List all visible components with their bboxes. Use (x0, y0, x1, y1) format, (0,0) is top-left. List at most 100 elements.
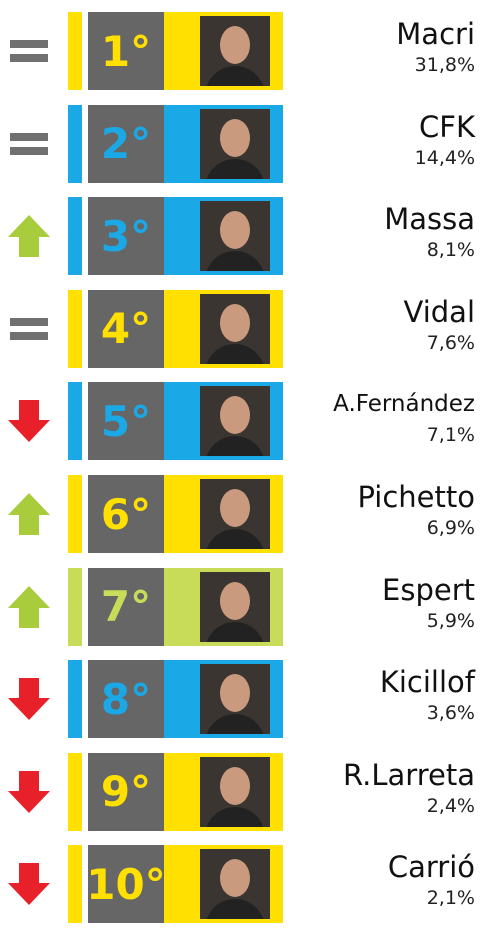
vote-share: 8,1% (283, 237, 475, 263)
candidate-name: Pichetto (283, 479, 475, 515)
vote-share: 2,4% (283, 793, 475, 819)
candidate-name: Vidal (283, 294, 475, 330)
vote-share: 14,4% (283, 145, 475, 171)
photo-body (205, 714, 265, 734)
rank-box: 3° (88, 197, 164, 275)
candidate-name: CFK (283, 109, 475, 145)
photo-face (220, 396, 250, 434)
trend-icon (8, 398, 50, 444)
vote-share: 6,9% (283, 515, 475, 541)
rank-box: 5° (88, 382, 164, 460)
photo (200, 294, 270, 364)
color-stripe (68, 753, 82, 831)
photo-face (220, 119, 250, 157)
vote-share: 31,8% (283, 52, 475, 78)
photo-body (205, 529, 265, 549)
photo-face (220, 211, 250, 249)
trend-icon (8, 121, 50, 167)
photo-face (220, 26, 250, 64)
color-stripe (68, 568, 82, 646)
color-stripe (68, 660, 82, 738)
photo-body (205, 436, 265, 456)
photo-body (205, 622, 265, 642)
photo-face (220, 489, 250, 527)
color-stripe (68, 290, 82, 368)
rank-box: 6° (88, 475, 164, 553)
candidate-name: Espert (283, 572, 475, 608)
candidate-name: Macri (283, 16, 475, 52)
photo-body (205, 159, 265, 179)
photo (200, 664, 270, 734)
photo-face (220, 859, 250, 897)
color-stripe (68, 845, 82, 923)
color-stripe (68, 12, 82, 90)
photo-face (220, 674, 250, 712)
photo (200, 757, 270, 827)
photo (200, 572, 270, 642)
photo (200, 16, 270, 86)
photo (200, 386, 270, 456)
photo-body (205, 899, 265, 919)
trend-icon (8, 584, 50, 630)
photo-body (205, 344, 265, 364)
photo (200, 849, 270, 919)
candidate-name: R.Larreta (283, 757, 475, 793)
vote-share: 7,1% (283, 422, 475, 448)
photo-body (205, 66, 265, 86)
vote-share: 2,1% (283, 885, 475, 911)
trend-icon (8, 491, 50, 537)
photo (200, 201, 270, 271)
trend-icon (8, 861, 50, 907)
candidate-name: Massa (283, 201, 475, 237)
trend-icon (8, 769, 50, 815)
color-stripe (68, 382, 82, 460)
color-stripe (68, 197, 82, 275)
photo-face (220, 582, 250, 620)
candidate-name: Kicillof (283, 664, 475, 700)
photo-face (220, 304, 250, 342)
rank-box: 7° (88, 568, 164, 646)
rank-box: 2° (88, 105, 164, 183)
photo-face (220, 767, 250, 805)
photo (200, 479, 270, 549)
rank-box: 1° (88, 12, 164, 90)
vote-share: 7,6% (283, 330, 475, 356)
rank-box: 10° (88, 845, 164, 923)
photo-body (205, 807, 265, 827)
trend-icon (8, 28, 50, 74)
trend-icon (8, 676, 50, 722)
rank-box: 8° (88, 660, 164, 738)
ranking-page: 1° Macri31,8% 2° CFK14,4% 3° Massa8,1% 4° Vidal… (0, 0, 481, 932)
vote-share: 3,6% (283, 700, 475, 726)
candidate-name: Carrió (283, 849, 475, 885)
candidate-name: A.Fernández (283, 386, 475, 422)
trend-icon (8, 213, 50, 259)
rank-box: 9° (88, 753, 164, 831)
trend-icon (8, 306, 50, 352)
photo (200, 109, 270, 179)
photo-body (205, 251, 265, 271)
color-stripe (68, 475, 82, 553)
color-stripe (68, 105, 82, 183)
rank-box: 4° (88, 290, 164, 368)
